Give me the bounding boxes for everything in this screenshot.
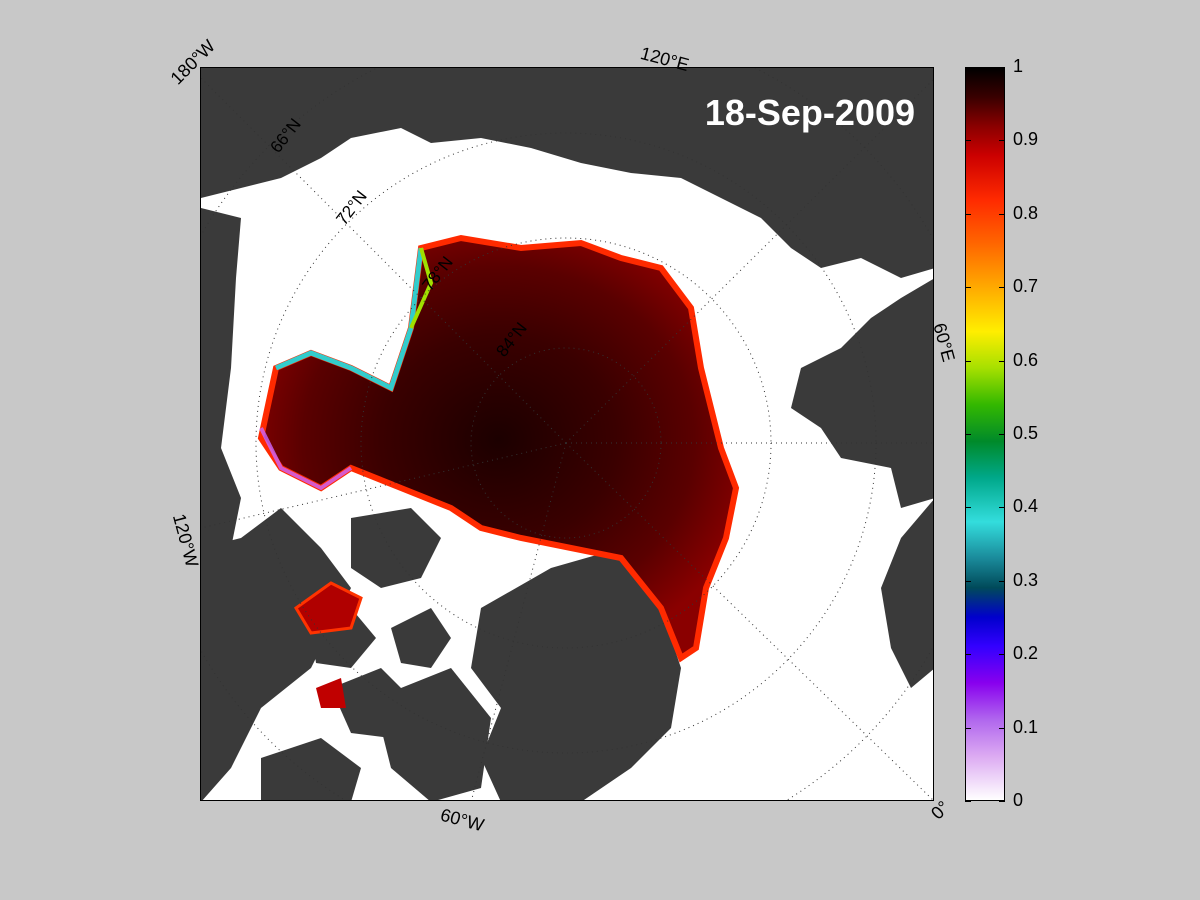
longitude-label-0: 0°	[927, 796, 954, 824]
date-label: 18-Sep-2009	[704, 92, 915, 133]
colorbar-tick-mark	[999, 213, 1005, 215]
colorbar-tick-mark	[999, 140, 1005, 142]
colorbar-tick-mark	[999, 654, 1005, 656]
colorbar-tick-mark	[999, 67, 1005, 68]
colorbar-tick-mark	[999, 801, 1005, 802]
longitude-label-60w: 60°W	[438, 804, 487, 836]
graticule	[201, 68, 933, 800]
sea-ice-map: 18-Sep-2009 66°N 72°N 78°N 84°N	[200, 67, 934, 801]
colorbar-tick-label: 0.2	[1013, 643, 1039, 664]
colorbar-tick-mark	[965, 287, 971, 289]
colorbar-tick-mark	[965, 140, 971, 142]
colorbar-tick-label: 1	[1013, 56, 1024, 76]
map-canvas	[201, 68, 933, 800]
colorbar-tick-mark	[965, 580, 971, 582]
colorbar-tick-label: 0.1	[1013, 716, 1039, 737]
colorbar-tick-label: 0.6	[1013, 349, 1039, 370]
colorbar-tick-label: 0	[1013, 790, 1024, 810]
colorbar-tick-mark	[965, 654, 971, 656]
colorbar-tick-mark	[965, 801, 971, 802]
colorbar-tick-mark	[999, 287, 1005, 289]
longitude-label-120w: 120°W	[168, 511, 203, 570]
colorbar-tick-label: 0.8	[1013, 202, 1039, 223]
colorbar-tick-mark	[965, 213, 971, 215]
colorbar-tick-label: 0.3	[1013, 569, 1039, 590]
colorbar-tick-label: 0.5	[1013, 423, 1039, 443]
colorbar-tick-label: 0.9	[1013, 129, 1039, 150]
land-masses	[201, 68, 933, 800]
colorbar-tick-mark	[965, 67, 971, 68]
colorbar-tick-mark	[999, 727, 1005, 729]
colorbar-tick-mark	[965, 434, 971, 435]
colorbar-tick-mark	[999, 507, 1005, 509]
colorbar-tick-mark	[965, 507, 971, 509]
colorbar-tick-mark	[999, 580, 1005, 582]
colorbar-tick-label: 0.7	[1013, 276, 1039, 297]
colorbar-tick-mark	[999, 434, 1005, 435]
colorbar-tick-mark	[965, 360, 971, 362]
colorbar-tick-label: 0.4	[1013, 496, 1039, 517]
colorbar-tick-mark	[965, 727, 971, 729]
colorbar-tick-mark	[999, 360, 1005, 362]
sea-ice-extent	[257, 234, 740, 708]
